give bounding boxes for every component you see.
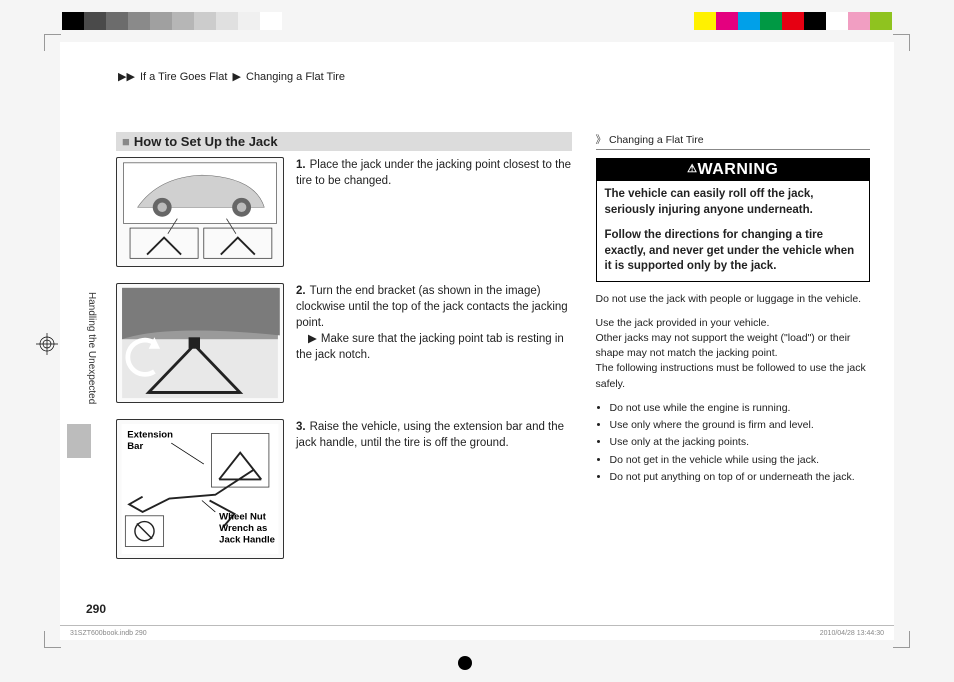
color-swatch [128, 12, 150, 30]
sidebar-notes: Do not use the jack with people or lugga… [596, 292, 871, 485]
crop-mark [44, 34, 61, 51]
color-swatch [848, 12, 870, 30]
section-heading: ■How to Set Up the Jack [116, 132, 572, 151]
footer-timestamp: 2010/04/28 13:44:30 [820, 630, 884, 637]
step-number: 3. [296, 421, 306, 433]
breadcrumb-arrow-icon: ▶▶ [118, 70, 135, 83]
callout-extension-bar: Extension [127, 429, 173, 440]
color-swatch [216, 12, 238, 30]
callout-wheel-wrench: Wheel Nut [219, 512, 267, 523]
registration-mark-icon [454, 652, 476, 674]
step-text: 2.Turn the end bracket (as shown in the … [296, 283, 572, 403]
footer-rule [60, 625, 894, 626]
continued-header: 》Changing a Flat Tire [596, 132, 871, 150]
step-number: 1. [296, 159, 306, 171]
callout-wheel-wrench: Wrench as [219, 523, 267, 534]
color-swatch [194, 12, 216, 30]
safety-bullet: Do not get in the vehicle while using th… [610, 453, 871, 468]
callout-wheel-wrench: Jack Handle [219, 535, 275, 546]
color-swatch [738, 12, 760, 30]
safety-bullet-list: Do not use while the engine is running. U… [596, 401, 871, 485]
color-swatch [84, 12, 106, 30]
footer-filename: 31SZT600book.indb 290 [70, 630, 147, 637]
sidebar-column: 》Changing a Flat Tire ⚠WARNING The vehic… [596, 132, 871, 592]
color-swatch [238, 12, 260, 30]
color-swatch [870, 12, 892, 30]
jack-points-illustration [116, 157, 284, 267]
main-column: ■How to Set Up the Jack [116, 132, 572, 592]
color-swatch [172, 12, 194, 30]
breadcrumb-level-2: Changing a Flat Tire [246, 71, 345, 83]
step-number: 2. [296, 285, 306, 297]
step-text: 1.Place the jack under the jacking point… [296, 157, 572, 267]
continued-icon: 》 [596, 134, 607, 146]
color-swatch [260, 12, 282, 30]
jack-handle-illustration: Extension Bar Wheel Nut Wrench as Jack H… [116, 419, 284, 559]
chapter-side-label: Handling the Unexpected [86, 292, 97, 404]
triangle-bullet-icon: ▶ [308, 331, 317, 347]
page-number: 290 [86, 602, 106, 616]
step-subpoint: ▶Make sure that the jacking point tab is… [296, 331, 572, 363]
crop-mark [893, 34, 910, 51]
step-text: 3.Raise the vehicle, using the extension… [296, 419, 572, 559]
color-swatch [62, 12, 84, 30]
crop-mark [893, 631, 910, 648]
callout-extension-bar: Bar [127, 441, 143, 452]
crop-mark [44, 631, 61, 648]
warning-box: ⚠WARNING The vehicle can easily roll off… [596, 158, 871, 282]
color-swatch [716, 12, 738, 30]
color-swatch [782, 12, 804, 30]
warning-body: The vehicle can easily roll off the jack… [597, 181, 870, 281]
breadcrumb-sep-icon: ▶ [232, 70, 240, 83]
color-swatch [760, 12, 782, 30]
color-swatch [826, 12, 848, 30]
chapter-tab [67, 424, 91, 458]
warning-triangle-icon: ⚠ [687, 163, 697, 175]
page-content: ▶▶ If a Tire Goes Flat ▶ Changing a Flat… [60, 42, 894, 640]
color-swatch [150, 12, 172, 30]
jack-contact-illustration [116, 283, 284, 403]
step-row: 1.Place the jack under the jacking point… [116, 157, 572, 267]
color-swatch [694, 12, 716, 30]
color-swatch [804, 12, 826, 30]
safety-bullet: Use only where the ground is firm and le… [610, 418, 871, 433]
step-row: Extension Bar Wheel Nut Wrench as Jack H… [116, 419, 572, 559]
breadcrumb-level-1: If a Tire Goes Flat [140, 71, 227, 83]
breadcrumb: ▶▶ If a Tire Goes Flat ▶ Changing a Flat… [116, 70, 345, 83]
printer-color-bars [62, 12, 892, 30]
safety-bullet: Do not use while the engine is running. [610, 401, 871, 416]
safety-bullet: Do not put anything on top of or underne… [610, 470, 871, 485]
square-bullet-icon: ■ [122, 134, 130, 149]
registration-mark-icon [36, 333, 58, 355]
safety-bullet: Use only at the jacking points. [610, 435, 871, 450]
warning-header: ⚠WARNING [597, 159, 870, 181]
step-row: 2.Turn the end bracket (as shown in the … [116, 283, 572, 403]
color-swatch [106, 12, 128, 30]
